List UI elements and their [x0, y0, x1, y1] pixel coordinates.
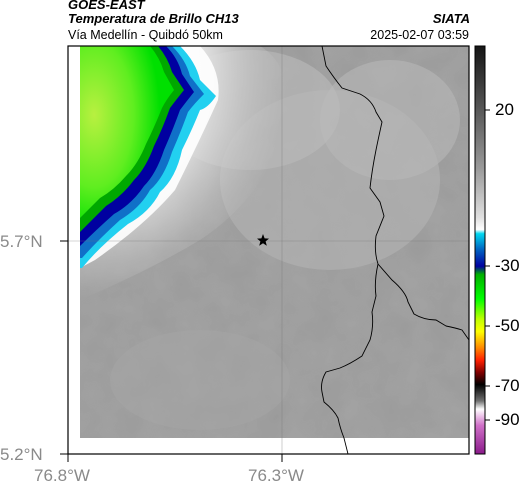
lat-tick-label: 5.7°N — [0, 232, 43, 251]
star-marker — [257, 234, 269, 246]
colorbar-label: -90 — [495, 410, 520, 429]
colorbar-label: -70 — [495, 376, 520, 395]
region-subtitle: Vía Medellín - Quibdó 50km — [68, 28, 223, 42]
green-core — [80, 46, 174, 218]
colorbar-label: -50 — [495, 316, 520, 335]
colorbar-label: 20 — [495, 100, 514, 119]
map-frame — [67, 45, 470, 455]
colorbar — [475, 46, 485, 454]
product-title: Temperatura de Brillo CH13 — [68, 11, 239, 26]
lon-tick-label: 76.8°W — [34, 466, 90, 485]
department-boundary-south — [321, 263, 379, 454]
department-boundary-east — [321, 46, 469, 341]
lon-tick-label: 76.3°W — [248, 466, 304, 485]
lat-tick-label: 5.2°N — [0, 445, 43, 464]
satellite-name: GOES-EAST — [68, 0, 145, 12]
agency-label: SIATA — [432, 11, 470, 26]
colorbar-label: -30 — [495, 256, 520, 275]
timestamp-label: 2025-02-07 03:59 — [370, 28, 469, 42]
